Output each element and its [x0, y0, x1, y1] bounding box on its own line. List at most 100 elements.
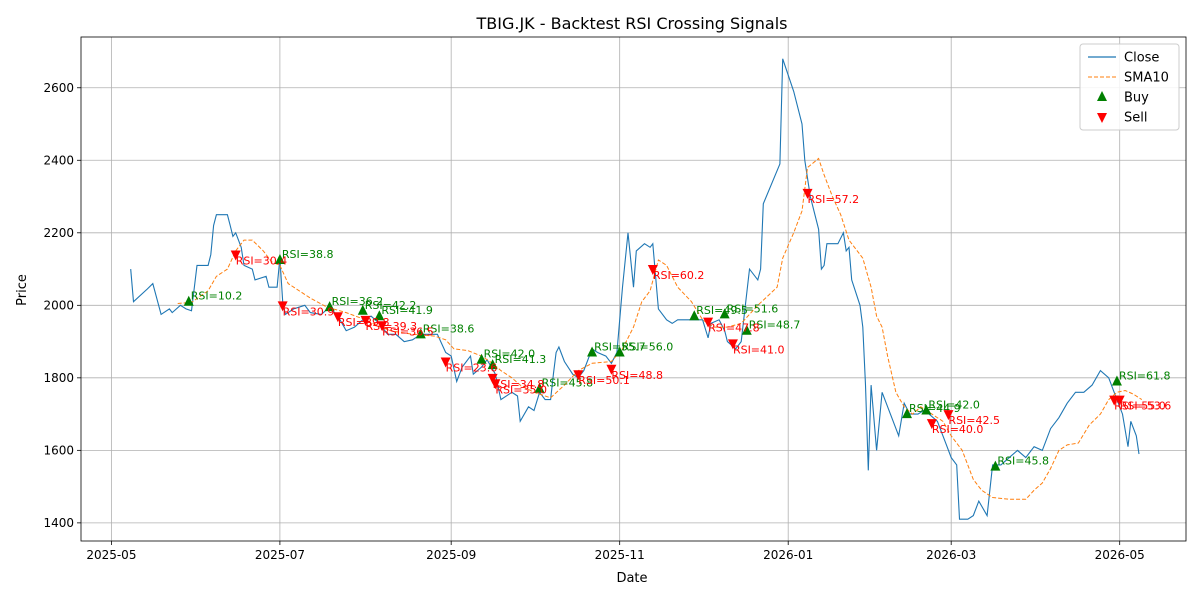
legend-buy-swatch	[1097, 91, 1107, 101]
sell-marker	[277, 301, 288, 312]
sell-label: RSI=30.4	[236, 255, 288, 268]
buy-marker	[415, 328, 426, 339]
buy-marker	[1111, 375, 1122, 386]
x-tick-label: 2025-07	[255, 548, 305, 562]
y-tick-label: 2200	[43, 226, 74, 240]
buy-marker	[357, 304, 368, 315]
legend-label: Sell	[1124, 111, 1147, 126]
sell-label: RSI=53.6	[1120, 400, 1172, 413]
sell-marker	[487, 373, 498, 384]
buy-marker	[741, 324, 752, 335]
sell-label: RSI=42.5	[948, 414, 1000, 427]
buy-label: RSI=61.8	[1119, 369, 1171, 382]
legend-label: Buy	[1124, 91, 1149, 106]
buy-label: RSI=36.2	[332, 295, 384, 308]
axes: 2025-05 2025-07 2025-09 2025-11 2026-01 2026-…	[43, 81, 1144, 562]
sell-label: RSI=41.0	[733, 343, 785, 356]
buy-label: RSI=45.8	[997, 455, 1049, 468]
y-tick-label: 1800	[43, 371, 74, 385]
x-tick-label: 2025-11	[595, 548, 645, 562]
sell-label: RSI=48.8	[611, 369, 663, 382]
x-tick-label: 2026-05	[1095, 548, 1145, 562]
buy-marker	[324, 301, 335, 312]
sell-marker	[377, 321, 388, 332]
sell-marker	[703, 317, 714, 328]
sell-marker	[440, 357, 451, 368]
sell-marker	[1114, 395, 1125, 406]
legend-box	[1079, 43, 1180, 131]
x-tick-label: 2025-05	[86, 548, 136, 562]
buy-marker	[990, 460, 1001, 471]
close-price-line	[130, 58, 1140, 520]
sell-marker	[926, 419, 937, 430]
x-axis-label: Date	[616, 571, 647, 586]
sell-label: RSI=47.8	[708, 322, 760, 335]
legend-label: SMA10	[1124, 71, 1169, 86]
sell-marker	[943, 410, 954, 421]
sell-marker	[802, 188, 813, 199]
sell-label: RSI=39.8	[338, 316, 390, 329]
y-axis-label: Price	[15, 274, 30, 306]
buy-label: RSI=42.0	[484, 348, 536, 361]
buy-marker	[534, 382, 545, 393]
buy-label: RSI=38.8	[282, 248, 334, 261]
buy-marker	[689, 310, 700, 321]
buy-marker	[183, 295, 194, 306]
sell-label: RSI=40.0	[932, 423, 984, 436]
sell-marker	[332, 312, 343, 323]
buy-marker	[374, 310, 385, 321]
sell-label: RSI=34.8	[493, 378, 545, 391]
x-tick-label: 2026-03	[926, 548, 976, 562]
plot-area: RSI=10.2 RSI=38.8 RSI=36.2RSI=42.2RSI=41.9…	[130, 58, 1172, 520]
buy-label: RSI=51.6	[727, 302, 779, 315]
buy-label: RSI=41.9	[381, 304, 433, 317]
buy-marker	[614, 346, 625, 357]
x-tick-label: 2026-01	[763, 548, 813, 562]
buy-marker	[587, 346, 598, 357]
sell-label: RSI=36.5	[382, 325, 434, 338]
buy-label: RSI=49.5	[696, 304, 748, 317]
sell-marker	[647, 265, 658, 276]
y-tick-label: 2600	[43, 81, 74, 95]
sma10-line	[177, 157, 1143, 500]
buy-marker	[921, 404, 932, 415]
buy-label: RSI=42.2	[365, 299, 417, 312]
y-tick-label: 2000	[43, 298, 74, 312]
buy-label: RSI=38.6	[423, 322, 475, 335]
buy-label: RSI=48.7	[749, 319, 801, 332]
sell-label: RSI=55.0	[1114, 400, 1166, 413]
buy-marker	[901, 408, 912, 419]
legend-label: Close	[1124, 51, 1159, 66]
sell-marker	[230, 250, 241, 261]
buy-marker	[274, 253, 285, 264]
buy-label: RSI=42.0	[928, 398, 980, 411]
sell-label: RSI=50.1	[578, 374, 630, 387]
legend-sell-swatch	[1097, 113, 1107, 123]
x-tick-label: 2025-09	[426, 548, 476, 562]
sell-label: RSI=35.0	[495, 383, 547, 396]
y-tick-label: 1600	[43, 443, 74, 457]
legend: Close SMA10 Buy Sell	[1079, 43, 1180, 131]
chart-title: TBIG.JK - Backtest RSI Crossing Signals	[475, 14, 787, 33]
buy-label: RSI=10.2	[191, 290, 243, 303]
sell-label: RSI=60.2	[653, 269, 705, 282]
sell-label: RSI=57.2	[808, 193, 860, 206]
buy-marker	[487, 359, 498, 370]
buy-label: RSI=45.8	[542, 377, 594, 390]
buy-marker	[476, 353, 487, 364]
sell-label: RSI=30.9	[283, 305, 335, 318]
sell-marker	[490, 379, 501, 390]
sell-marker	[360, 315, 371, 326]
buy-marker	[719, 308, 730, 319]
sell-marker	[606, 364, 617, 375]
y-tick-label: 1400	[43, 516, 74, 530]
y-tick-label: 2400	[43, 153, 74, 167]
buy-label: RSI=41.3	[495, 353, 547, 366]
buy-label: RSI=56.0	[622, 340, 674, 353]
sell-marker	[727, 339, 738, 350]
sell-label: RSI=23.6	[446, 362, 498, 375]
plot-frame	[80, 36, 1187, 542]
sell-marker	[573, 370, 584, 381]
grid-lines	[81, 37, 1186, 541]
